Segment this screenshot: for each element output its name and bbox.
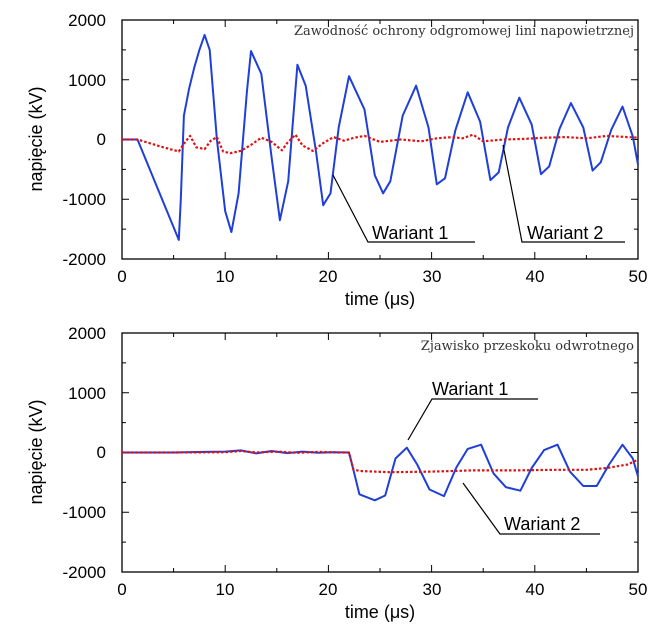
bottom-series-line-2	[122, 449, 639, 474]
top-callout-leader-wariant-2	[502, 144, 625, 243]
bottom-ytick-label: -2000	[63, 563, 106, 582]
bottom-chart-annotation: Zjawisko przeskoku odwrotnego	[421, 339, 634, 354]
bottom-ytick-label: 1000	[68, 384, 106, 403]
top-ytick-label: -1000	[63, 190, 106, 209]
bottom-y-axis-label: napięcie (kV)	[26, 399, 46, 504]
top-ytick-label: 0	[97, 130, 106, 149]
top-chart-panel: 2000 1000 0 -1000 -2000 0 10 20 30 40 50…	[26, 11, 647, 309]
top-series-line-2	[122, 133, 639, 155]
bottom-xtick-label: 10	[216, 580, 235, 599]
bottom-xtick-label: 30	[423, 580, 442, 599]
top-chart-annotation: Zawodność ochrony odgromowej lini napowi…	[294, 24, 634, 39]
top-xtick-label: 30	[423, 267, 442, 286]
bottom-ytick-label: 0	[97, 443, 106, 462]
top-callout-wariant-1: Wariant 1	[332, 174, 475, 243]
bottom-tick-labels: 2000 1000 0 -1000 -2000 0 10 20 30 40 50	[63, 324, 648, 599]
bottom-callout-wariant-1: Wariant 1	[407, 379, 538, 441]
top-tick-labels: 2000 1000 0 -1000 -2000 0 10 20 30 40 50	[63, 11, 648, 286]
top-callout-wariant-2: Wariant 2	[502, 144, 625, 243]
bottom-callout-leader-wariant-1	[407, 398, 538, 441]
top-axis-ticks	[121, 19, 639, 260]
top-xtick-label: 20	[319, 267, 338, 286]
top-xtick-label: 50	[629, 267, 648, 286]
top-series-line-1	[122, 33, 639, 241]
top-callout-label-wariant-2: Wariant 2	[527, 223, 603, 243]
bottom-callout-label-wariant-2: Wariant 2	[504, 514, 580, 534]
bottom-ytick-label: 2000	[68, 324, 106, 343]
bottom-xtick-label: 40	[526, 580, 545, 599]
bottom-x-axis-label: time (μs)	[345, 602, 415, 622]
bottom-chart-panel: 2000 1000 0 -1000 -2000 0 10 20 30 40 50…	[26, 324, 647, 622]
bottom-callout-leader-wariant-2	[462, 482, 600, 535]
bottom-xtick-label: 0	[117, 580, 126, 599]
top-callout-leader-wariant-1	[332, 174, 475, 243]
top-callout-label-wariant-1: Wariant 1	[372, 223, 448, 243]
bottom-ytick-label: -1000	[63, 503, 106, 522]
top-xtick-label: 40	[526, 267, 545, 286]
top-x-axis-label: time (μs)	[345, 289, 415, 309]
top-ytick-label: 1000	[68, 71, 106, 90]
bottom-series-layer	[122, 443, 639, 502]
bottom-callout-wariant-2: Wariant 2	[462, 482, 600, 535]
top-xtick-label: 0	[117, 267, 126, 286]
bottom-axis-ticks	[121, 332, 639, 573]
top-xtick-label: 10	[216, 267, 235, 286]
bottom-xtick-label: 20	[319, 580, 338, 599]
bottom-callout-label-wariant-1: Wariant 1	[432, 379, 508, 399]
top-ytick-label: -2000	[63, 250, 106, 269]
bottom-xtick-label: 50	[629, 580, 648, 599]
top-y-axis-label: napięcie (kV)	[26, 86, 46, 191]
top-ytick-label: 2000	[68, 11, 106, 30]
top-series-layer	[122, 33, 639, 241]
